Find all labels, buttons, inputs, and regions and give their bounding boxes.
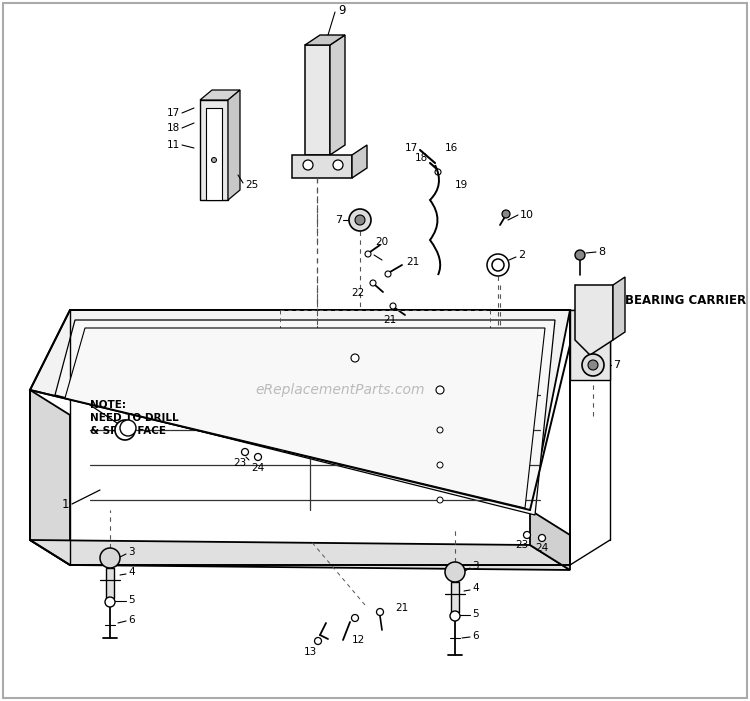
Text: 25: 25 — [245, 180, 258, 190]
Polygon shape — [55, 320, 555, 515]
Circle shape — [120, 420, 136, 436]
Text: 17: 17 — [405, 143, 418, 153]
Circle shape — [575, 250, 585, 260]
Circle shape — [352, 615, 358, 622]
Circle shape — [370, 280, 376, 286]
Text: 3: 3 — [472, 561, 478, 571]
Polygon shape — [30, 310, 570, 510]
Text: 21: 21 — [395, 603, 408, 613]
Text: 10: 10 — [520, 210, 534, 220]
Circle shape — [365, 251, 371, 257]
Text: 1: 1 — [62, 498, 69, 512]
Text: BEARING CARRIER: BEARING CARRIER — [625, 294, 746, 306]
Text: NEED TO DRILL: NEED TO DRILL — [90, 413, 178, 423]
Circle shape — [492, 259, 504, 271]
Circle shape — [437, 462, 443, 468]
Circle shape — [582, 354, 604, 376]
Polygon shape — [451, 582, 459, 612]
Text: eReplacementParts.com: eReplacementParts.com — [255, 383, 424, 397]
Circle shape — [314, 637, 322, 644]
Polygon shape — [200, 100, 228, 200]
Polygon shape — [530, 510, 570, 570]
Text: 3: 3 — [128, 547, 135, 557]
Polygon shape — [352, 145, 367, 178]
Text: & SPOT FACE: & SPOT FACE — [90, 426, 166, 436]
Text: 21: 21 — [406, 257, 419, 267]
Circle shape — [100, 548, 120, 568]
Text: 12: 12 — [351, 635, 364, 645]
Text: 13: 13 — [303, 647, 316, 657]
Text: 19: 19 — [455, 180, 468, 190]
Text: 5: 5 — [128, 595, 135, 605]
Polygon shape — [30, 540, 570, 570]
Polygon shape — [305, 45, 330, 155]
Circle shape — [487, 254, 509, 276]
Polygon shape — [305, 35, 345, 45]
Circle shape — [349, 209, 371, 231]
Circle shape — [355, 215, 365, 225]
Text: 16: 16 — [445, 143, 458, 153]
Text: 18: 18 — [166, 123, 180, 133]
Text: 8: 8 — [598, 247, 605, 257]
Polygon shape — [613, 277, 625, 340]
Text: 6: 6 — [128, 615, 135, 625]
Text: 18: 18 — [415, 153, 428, 163]
Circle shape — [445, 562, 465, 582]
Circle shape — [502, 210, 510, 218]
Circle shape — [450, 611, 460, 621]
Circle shape — [333, 160, 343, 170]
Circle shape — [436, 386, 444, 394]
Polygon shape — [30, 390, 70, 565]
Polygon shape — [200, 90, 240, 100]
Circle shape — [588, 360, 598, 370]
Text: 24: 24 — [251, 463, 265, 473]
Text: 23: 23 — [515, 540, 529, 550]
Polygon shape — [65, 328, 545, 508]
Circle shape — [390, 303, 396, 309]
Circle shape — [385, 271, 391, 277]
Circle shape — [437, 427, 443, 433]
Polygon shape — [570, 310, 610, 380]
Text: 4: 4 — [472, 583, 478, 593]
Polygon shape — [206, 108, 222, 200]
Circle shape — [211, 158, 217, 163]
Polygon shape — [292, 155, 352, 178]
Polygon shape — [228, 90, 240, 200]
Text: 23: 23 — [233, 458, 247, 468]
Text: 4: 4 — [128, 567, 135, 577]
Text: 21: 21 — [383, 315, 397, 325]
Circle shape — [115, 420, 135, 440]
Polygon shape — [575, 285, 613, 355]
Circle shape — [242, 449, 248, 456]
Text: NOTE:: NOTE: — [90, 400, 126, 410]
Text: 7: 7 — [613, 360, 620, 370]
Text: 9: 9 — [338, 4, 346, 17]
Circle shape — [538, 534, 545, 541]
Text: 5: 5 — [472, 609, 478, 619]
Polygon shape — [106, 568, 114, 598]
Text: 2: 2 — [518, 250, 525, 260]
Circle shape — [254, 454, 262, 461]
Text: 24: 24 — [536, 543, 548, 553]
Text: 7: 7 — [334, 215, 342, 225]
Circle shape — [435, 169, 441, 175]
Text: 17: 17 — [166, 108, 180, 118]
Text: 6: 6 — [472, 631, 478, 641]
Polygon shape — [330, 35, 345, 155]
Circle shape — [437, 497, 443, 503]
Text: 20: 20 — [375, 237, 388, 247]
Polygon shape — [570, 310, 610, 370]
Circle shape — [351, 354, 359, 362]
Text: 22: 22 — [352, 288, 365, 298]
Circle shape — [524, 531, 530, 538]
Circle shape — [105, 597, 115, 607]
Text: 11: 11 — [166, 140, 180, 150]
Circle shape — [303, 160, 313, 170]
Circle shape — [376, 608, 383, 615]
